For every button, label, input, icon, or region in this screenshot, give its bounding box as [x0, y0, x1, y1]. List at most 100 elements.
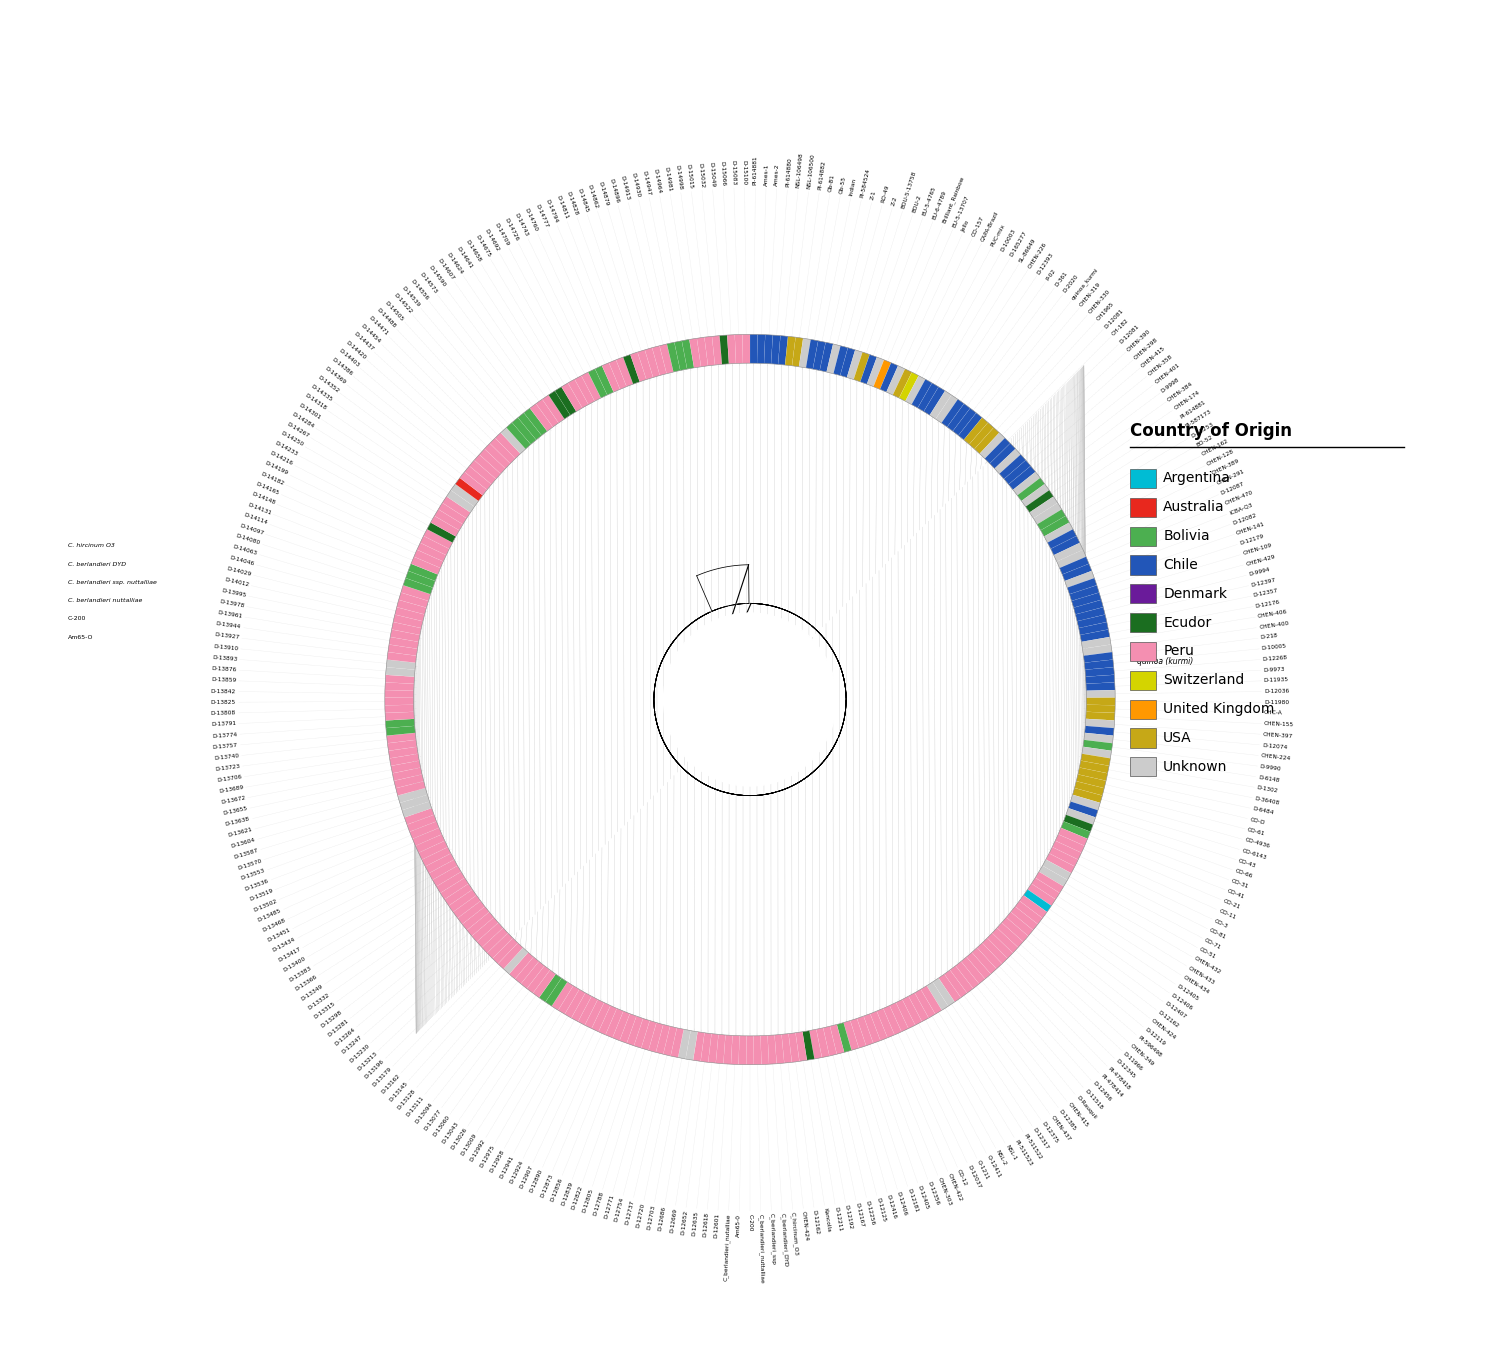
- Text: D-13315: D-13315: [314, 1001, 336, 1020]
- Text: D-14063: D-14063: [232, 544, 258, 557]
- Wedge shape: [1050, 536, 1080, 555]
- Text: D-14148: D-14148: [251, 492, 276, 505]
- Text: C_berlandieri_nuttalliae: C_berlandieri_nuttalliae: [758, 1213, 765, 1283]
- Wedge shape: [630, 353, 646, 382]
- Wedge shape: [912, 380, 932, 408]
- Text: D-14301: D-14301: [297, 403, 321, 420]
- Text: D-13808: D-13808: [210, 711, 236, 716]
- Text: D-12162: D-12162: [1156, 1009, 1180, 1029]
- Text: PI-587173: PI-587173: [1185, 409, 1212, 430]
- Wedge shape: [386, 674, 414, 684]
- Wedge shape: [392, 621, 422, 635]
- Wedge shape: [966, 952, 992, 979]
- Text: D-13349: D-13349: [300, 984, 324, 1001]
- Text: D-13179: D-13179: [372, 1066, 393, 1088]
- Wedge shape: [1058, 550, 1086, 567]
- Wedge shape: [435, 509, 463, 531]
- Wedge shape: [930, 390, 951, 419]
- Wedge shape: [416, 835, 444, 852]
- Wedge shape: [1046, 854, 1076, 873]
- Text: Indian: Indian: [849, 177, 858, 196]
- Text: D-13485: D-13485: [256, 908, 282, 923]
- Text: CH1965: CH1965: [1095, 301, 1114, 322]
- Text: NSL-106498: NSL-106498: [795, 151, 804, 188]
- Wedge shape: [386, 705, 414, 713]
- Wedge shape: [501, 427, 525, 454]
- Text: D-14692: D-14692: [484, 228, 501, 253]
- Text: D-13859: D-13859: [211, 677, 237, 684]
- Wedge shape: [462, 907, 489, 931]
- Wedge shape: [447, 490, 474, 512]
- Wedge shape: [1066, 578, 1096, 594]
- Wedge shape: [585, 1000, 604, 1028]
- Text: D-14267: D-14267: [285, 422, 309, 439]
- Text: D-13672: D-13672: [220, 796, 246, 805]
- Text: D-11966: D-11966: [1122, 1051, 1143, 1071]
- Wedge shape: [1072, 788, 1102, 802]
- Text: D-13417: D-13417: [278, 947, 302, 963]
- Text: C-200: C-200: [68, 616, 86, 621]
- Wedge shape: [964, 417, 988, 444]
- Text: D-14641: D-14641: [454, 246, 472, 269]
- Text: CHEN-432: CHEN-432: [1192, 957, 1222, 975]
- Wedge shape: [620, 1013, 636, 1043]
- Text: D-12375: D-12375: [1041, 1121, 1059, 1144]
- Text: D-12992: D-12992: [470, 1139, 486, 1163]
- Wedge shape: [490, 438, 516, 463]
- Wedge shape: [386, 659, 416, 670]
- Text: D-12268: D-12268: [1263, 655, 1288, 662]
- Text: D-14964: D-14964: [652, 169, 662, 195]
- Wedge shape: [386, 725, 416, 736]
- Text: D-13247: D-13247: [340, 1035, 363, 1055]
- Text: CHEN-226: CHEN-226: [1028, 240, 1047, 269]
- Wedge shape: [827, 345, 840, 374]
- Wedge shape: [555, 386, 576, 415]
- Text: CO-71: CO-71: [1203, 938, 1222, 950]
- Wedge shape: [1023, 889, 1052, 912]
- Wedge shape: [716, 1035, 726, 1063]
- Text: CHEN-162: CHEN-162: [1202, 439, 1230, 457]
- Wedge shape: [602, 362, 619, 392]
- Wedge shape: [1026, 490, 1053, 512]
- Wedge shape: [1054, 543, 1083, 562]
- Text: D-13128: D-13128: [396, 1088, 417, 1111]
- Wedge shape: [1074, 600, 1104, 615]
- Wedge shape: [1076, 607, 1106, 621]
- Text: D-13638: D-13638: [225, 817, 251, 827]
- Text: D-165277: D-165277: [1010, 231, 1028, 258]
- Wedge shape: [552, 982, 573, 1011]
- Text: C. hircinum O3: C. hircinum O3: [68, 543, 114, 549]
- Wedge shape: [678, 1029, 690, 1059]
- Wedge shape: [542, 394, 564, 423]
- Wedge shape: [591, 1002, 610, 1032]
- Wedge shape: [1022, 484, 1048, 507]
- Wedge shape: [1080, 761, 1108, 773]
- Text: D-12771: D-12771: [603, 1194, 615, 1220]
- Text: D-14165: D-14165: [255, 481, 280, 496]
- Wedge shape: [492, 938, 517, 963]
- Text: D-13961: D-13961: [217, 611, 243, 619]
- Wedge shape: [598, 1005, 616, 1035]
- Text: D-14828: D-14828: [566, 190, 579, 216]
- Text: O-1211: O-1211: [975, 1159, 990, 1181]
- Text: D-14250: D-14250: [280, 431, 304, 447]
- Text: C_hircinum_O3: C_hircinum_O3: [790, 1212, 800, 1256]
- Wedge shape: [1078, 621, 1108, 635]
- Text: D-12754: D-12754: [614, 1197, 626, 1223]
- Wedge shape: [946, 404, 970, 431]
- Text: D-14029: D-14029: [226, 566, 252, 577]
- Wedge shape: [453, 896, 480, 919]
- Wedge shape: [1086, 674, 1114, 684]
- Wedge shape: [670, 1028, 684, 1058]
- Text: C. berlandieri ssp. nuttalliae: C. berlandieri ssp. nuttalliae: [68, 580, 156, 585]
- Text: D-9973: D-9973: [1263, 666, 1286, 673]
- Wedge shape: [750, 334, 758, 363]
- Wedge shape: [564, 989, 585, 1019]
- Wedge shape: [708, 1034, 718, 1063]
- Wedge shape: [396, 600, 426, 615]
- Wedge shape: [413, 828, 442, 846]
- Wedge shape: [386, 690, 414, 697]
- Wedge shape: [454, 478, 483, 501]
- Wedge shape: [816, 1028, 830, 1058]
- Wedge shape: [994, 449, 1020, 474]
